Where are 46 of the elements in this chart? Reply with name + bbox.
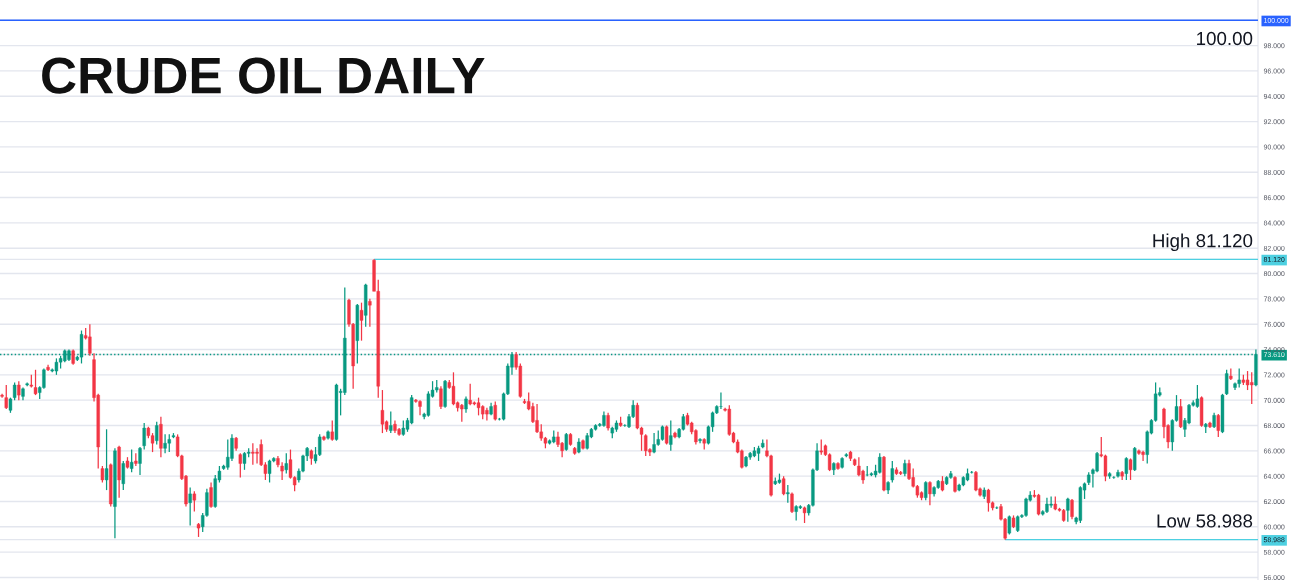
- candlestick: [439, 385, 443, 410]
- candlestick: [1124, 456, 1129, 481]
- candlestick: [1237, 367, 1241, 389]
- candlestick: [380, 389, 385, 434]
- text: CRUDE OIL DAILY: [42, 57, 485, 94]
- candlestick: [209, 481, 213, 509]
- ref-line-label: 100.00: [1197, 31, 1253, 46]
- candlestick: [33, 369, 38, 396]
- candlestick: [1133, 446, 1137, 472]
- candlestick: [251, 442, 255, 466]
- candlestick: [1141, 450, 1145, 462]
- candlestick: [928, 480, 932, 506]
- candlestick: [121, 460, 125, 491]
- candlestick: [924, 480, 928, 501]
- candlestick: [330, 419, 334, 442]
- candlestick: [1070, 498, 1074, 520]
- candlestick: [255, 447, 259, 465]
- candlestick: [359, 302, 364, 342]
- candlestick: [1128, 457, 1133, 481]
- candlestick: [418, 399, 422, 416]
- candlestick: [719, 391, 723, 410]
- candlestick: [142, 422, 146, 451]
- candlestick: [155, 421, 159, 446]
- candlestick: [1066, 497, 1070, 523]
- candlestick: [1179, 398, 1183, 429]
- ref-line-label: Low 58.988: [1157, 514, 1253, 528]
- candlestick: [368, 298, 372, 328]
- candlestick: [389, 410, 393, 434]
- candlestick: [1195, 384, 1200, 409]
- candlestick: [17, 380, 21, 401]
- candlestick: [4, 384, 8, 410]
- candlestick: [163, 433, 167, 454]
- candlestick: [238, 452, 242, 479]
- candlestick: [1103, 454, 1108, 482]
- candlestick: [669, 419, 673, 452]
- candlestick: [192, 490, 197, 513]
- candlestick: [698, 437, 702, 444]
- candlestick: [1216, 413, 1220, 438]
- candlestick: [138, 446, 142, 476]
- candlestick: [104, 428, 109, 491]
- candlestick: [890, 460, 894, 484]
- ref-line-label: High 81.120: [1153, 233, 1253, 252]
- candlestick: [129, 448, 134, 473]
- candlestick: [188, 486, 192, 527]
- candlestick: [1049, 495, 1053, 509]
- candlestick: [284, 452, 288, 475]
